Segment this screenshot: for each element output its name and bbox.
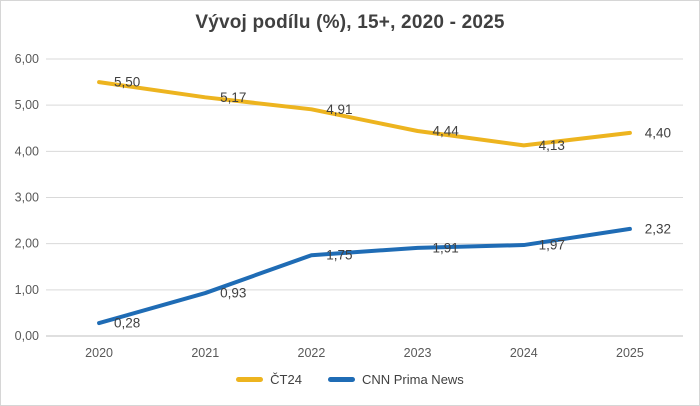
y-tick-label: 5,00 — [15, 98, 39, 112]
data-label-series-1: 1,91 — [432, 240, 458, 255]
y-tick-label: 0,00 — [15, 329, 39, 343]
data-label-series-1: 2,32 — [645, 221, 671, 236]
data-label-series-0: 5,50 — [114, 75, 140, 90]
data-label-series-1: 0,28 — [114, 316, 140, 331]
x-tick-label: 2022 — [298, 346, 326, 360]
series-line-0 — [97, 80, 632, 148]
data-label-series-1: 1,97 — [539, 238, 565, 253]
legend-label-cnn-prima-news: CNN Prima News — [361, 372, 464, 387]
x-tick-label: 2025 — [616, 346, 644, 360]
chart-title: Vývoj podílu (%), 15+, 2020 - 2025 — [195, 12, 505, 33]
legend-swatch-ct24-line — [236, 377, 264, 382]
legend-item-cnn-prima-news: CNN Prima News — [327, 372, 464, 387]
data-label-series-1: 1,75 — [326, 248, 352, 263]
x-tick-label: 2024 — [510, 346, 538, 360]
data-label-series-0: 4,91 — [326, 102, 352, 117]
x-tick-label: 2023 — [404, 346, 432, 360]
x-tick-label: 2020 — [85, 346, 113, 360]
data-label-series-0: 4,40 — [645, 125, 671, 140]
data-label-series-0: 5,17 — [220, 90, 246, 105]
legend-item-ct24: ČT24 — [236, 372, 302, 387]
legend-label-ct24: ČT24 — [270, 372, 302, 387]
y-tick-label: 4,00 — [15, 144, 39, 158]
legend: ČT24 CNN Prima News — [1, 372, 699, 387]
y-tick-label: 6,00 — [15, 52, 39, 66]
data-label-series-0: 4,13 — [539, 138, 565, 153]
y-tick-label: 2,00 — [15, 237, 39, 251]
y-tick-label: 1,00 — [15, 283, 39, 297]
x-tick-label: 2021 — [191, 346, 219, 360]
legend-swatch-cnn-prima-news-line — [327, 377, 355, 382]
series-line-1 — [97, 226, 632, 326]
data-label-series-0: 4,44 — [432, 124, 459, 139]
data-label-series-1: 0,93 — [220, 286, 246, 301]
y-tick-label: 3,00 — [15, 191, 39, 205]
